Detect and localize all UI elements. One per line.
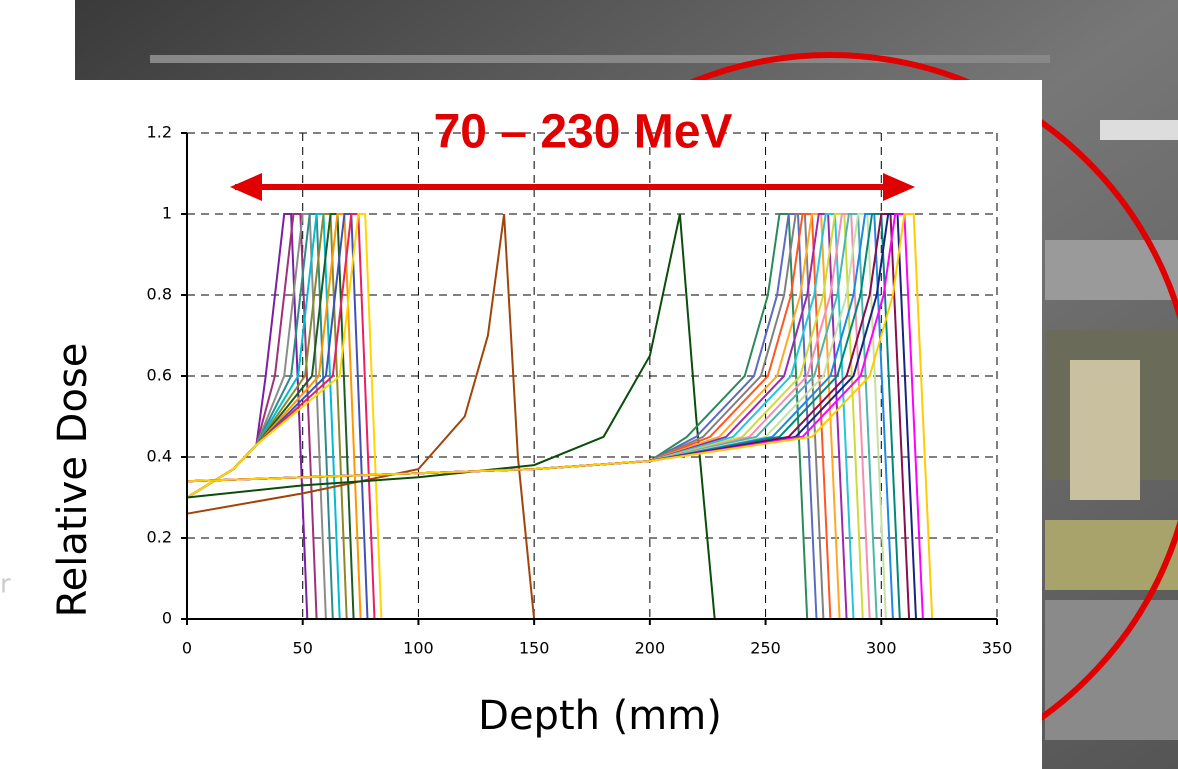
- x-tick-label: 0: [182, 639, 192, 658]
- x-tick-label: 50: [293, 639, 313, 658]
- y-tick-label: 1.2: [147, 123, 172, 142]
- dose-curve: [186, 213, 934, 620]
- x-tick-label: 250: [750, 639, 781, 658]
- dose-curve: [186, 213, 716, 620]
- dose-curve: [186, 213, 383, 620]
- x-tick-label: 200: [635, 639, 666, 658]
- plot-area: 0 0.2 0.4 0.6 0.8 1 1.2 0 50 100 150 200 250 300 350: [147, 123, 1013, 658]
- y-tick-label: 0.4: [147, 447, 172, 466]
- y-tick-label: 1: [162, 204, 172, 223]
- x-tick-label: 350: [982, 639, 1013, 658]
- dose-curve: [186, 213, 536, 620]
- arrow-head: [883, 173, 915, 201]
- x-axis-label: Depth (mm): [478, 693, 722, 739]
- x-tick-label: 100: [403, 639, 434, 658]
- y-tick-label: 0: [162, 609, 172, 628]
- y-tick-label: 0.8: [147, 285, 172, 304]
- background-fragment: r: [0, 570, 11, 600]
- y-axis-label: Relative Dose: [50, 343, 96, 618]
- x-tick-label: 300: [866, 639, 897, 658]
- y-tick-label: 0.6: [147, 366, 172, 385]
- arrow-head: [230, 173, 262, 201]
- x-tick-label: 150: [519, 639, 550, 658]
- energy-annotation: 70 – 230 MeV: [434, 106, 733, 159]
- y-tick-label: 0.2: [147, 528, 172, 547]
